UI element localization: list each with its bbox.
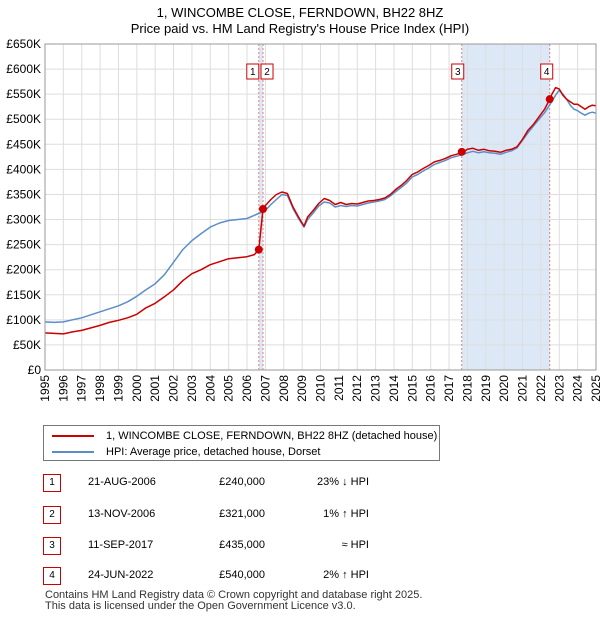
- transaction-hpi-delta: 2% ↑ HPI: [323, 569, 369, 581]
- x-tick-label: 2024: [571, 375, 585, 402]
- legend-swatch-property: [52, 435, 94, 437]
- footer-line-2: This data is licensed under the Open Gov…: [45, 600, 356, 612]
- transaction-point: [254, 245, 263, 254]
- x-tick-label: 2020: [497, 375, 511, 402]
- x-tick-label: 2025: [589, 375, 600, 402]
- x-tick-label: 2017: [442, 375, 456, 402]
- transaction-marker-box: [260, 63, 274, 80]
- transaction-date: 21-AUG-2006: [88, 476, 156, 488]
- x-tick-label: 2016: [424, 375, 438, 402]
- transaction-marker-box: [246, 63, 260, 80]
- transaction-marker-label: 4: [544, 67, 550, 78]
- x-tick-label: 1996: [56, 375, 70, 402]
- y-tick-label: £300K: [6, 213, 41, 227]
- legend-item-hpi: HPI: Average price, detached house, Dors…: [52, 445, 320, 459]
- x-tick-label: 2008: [277, 375, 291, 402]
- transaction-number-badge: 3: [43, 537, 61, 555]
- x-tick-label: 2014: [387, 375, 401, 402]
- footer-attribution: Contains HM Land Registry data © Crown c…: [45, 590, 422, 612]
- transaction-marker-label: 3: [455, 67, 461, 78]
- transaction-date: 11-SEP-2017: [88, 539, 154, 551]
- chart-subtitle: Price paid vs. HM Land Registry's House …: [131, 21, 469, 36]
- x-tick-label: 2021: [516, 375, 530, 402]
- transaction-price: £321,000: [219, 508, 265, 520]
- x-tick-label: 2018: [460, 375, 474, 402]
- transaction-point: [457, 147, 466, 156]
- transaction-point: [259, 205, 268, 214]
- x-tick-label: 1995: [38, 375, 52, 402]
- transaction-number-badge: 2: [43, 506, 61, 524]
- legend-swatch-hpi: [52, 451, 94, 453]
- transaction-marker-box: [540, 63, 554, 80]
- transaction-date: 24-JUN-2022: [88, 569, 154, 581]
- x-tick-label: 2001: [148, 375, 162, 402]
- y-tick-label: £400K: [6, 162, 41, 176]
- y-tick-label: £550K: [6, 87, 41, 101]
- transaction-price: £240,000: [219, 476, 265, 488]
- x-tick-label: 2005: [222, 375, 236, 402]
- x-tick-label: 1998: [93, 375, 107, 402]
- x-tick-label: 2015: [405, 375, 419, 402]
- transaction-number-badge: 4: [43, 567, 61, 585]
- x-tick-label: 2009: [295, 375, 309, 402]
- x-tick-label: 1999: [111, 375, 125, 402]
- x-tick-label: 2002: [167, 375, 181, 402]
- transaction-marker-label: 1: [250, 67, 256, 78]
- x-tick-label: 2011: [332, 375, 346, 401]
- sale-period-highlight-2: [461, 44, 550, 370]
- transaction-price: £540,000: [219, 569, 265, 581]
- transaction-number-badge: 1: [43, 474, 61, 492]
- x-tick-label: 2004: [203, 375, 217, 402]
- x-tick-label: 2007: [258, 375, 272, 402]
- x-tick-label: 1997: [75, 375, 89, 402]
- x-tick-label: 2012: [350, 375, 364, 402]
- x-tick-label: 2019: [479, 375, 493, 402]
- x-tick-label: 2022: [534, 375, 548, 402]
- transaction-marker-label: 2: [264, 67, 270, 78]
- legend-item-property: 1, WINCOMBE CLOSE, FERNDOWN, BH22 8HZ (d…: [52, 429, 437, 443]
- legend-label-property: 1, WINCOMBE CLOSE, FERNDOWN, BH22 8HZ (d…: [106, 430, 438, 442]
- property-price-line: [44, 86, 597, 335]
- plot-frame: [44, 43, 597, 371]
- price-chart: 1, WINCOMBE CLOSE, FERNDOWN, BH22 8HZPri…: [6, 5, 600, 402]
- x-tick-label: 2010: [314, 375, 328, 402]
- y-tick-label: £150K: [6, 288, 41, 302]
- y-tick-label: £450K: [6, 137, 41, 151]
- transaction-marker-box: [451, 63, 465, 80]
- x-tick-label: 2023: [552, 375, 566, 402]
- y-tick-label: £500K: [6, 112, 41, 126]
- footer-line-1: Contains HM Land Registry data © Crown c…: [45, 589, 423, 601]
- legend-label-hpi: HPI: Average price, detached house, Dors…: [106, 446, 321, 458]
- y-tick-label: £250K: [6, 238, 41, 252]
- transaction-point: [545, 95, 554, 104]
- transaction-hpi-delta: 23% ↓ HPI: [317, 476, 369, 488]
- x-tick-label: 2000: [130, 375, 144, 402]
- transaction-hpi-delta: 1% ↑ HPI: [323, 508, 369, 520]
- x-tick-label: 2013: [369, 375, 383, 402]
- y-tick-label: £50K: [13, 338, 41, 352]
- y-tick-label: £650K: [6, 37, 41, 51]
- y-tick-label: £200K: [6, 263, 41, 277]
- chart-title: 1, WINCOMBE CLOSE, FERNDOWN, BH22 8HZ: [157, 5, 444, 20]
- chart-legend: 1, WINCOMBE CLOSE, FERNDOWN, BH22 8HZ (d…: [43, 425, 440, 461]
- y-tick-label: £350K: [6, 187, 41, 201]
- x-tick-label: 2003: [185, 375, 199, 402]
- hpi-line: [44, 89, 597, 324]
- transaction-price: £435,000: [219, 539, 265, 551]
- y-tick-label: £100K: [6, 313, 41, 327]
- transaction-hpi-delta: ≈ HPI: [341, 539, 369, 551]
- x-tick-label: 2006: [240, 375, 254, 402]
- y-tick-label: £600K: [6, 62, 41, 76]
- y-tick-label: £0: [28, 363, 42, 377]
- transaction-date: 13-NOV-2006: [88, 508, 156, 520]
